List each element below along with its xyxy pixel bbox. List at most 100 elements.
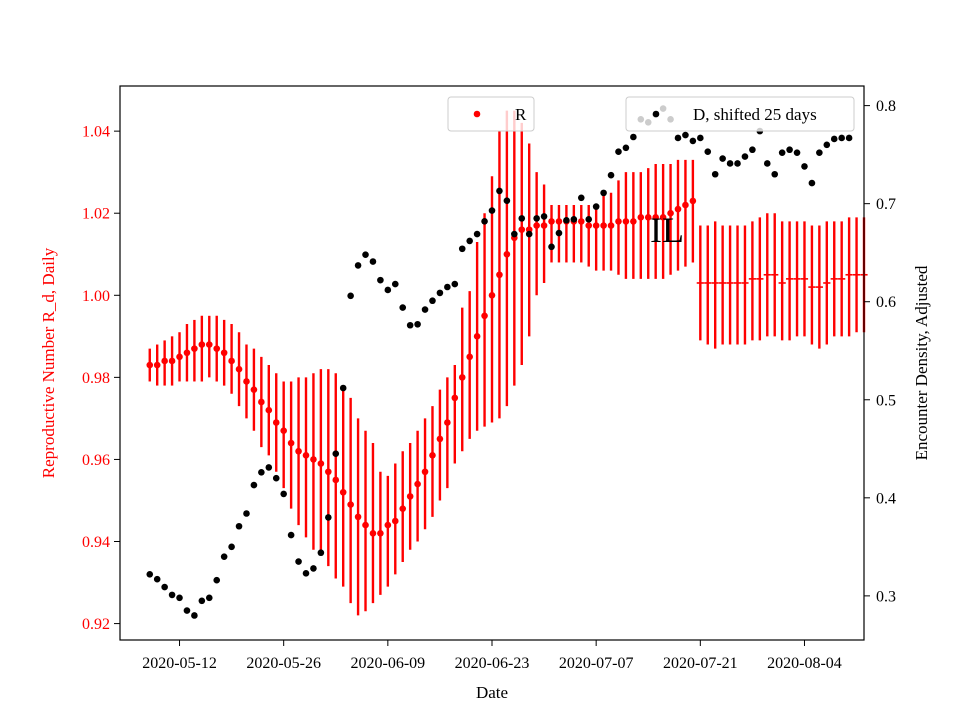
d-point [630, 133, 637, 141]
d-point [600, 189, 607, 197]
x-axis-tick-label: 2020-07-07 [559, 655, 634, 672]
x-axis: 2020-05-12 2020-05-26 2020-06-09 2020-06-23… [142, 640, 842, 672]
d-point [466, 237, 473, 245]
right-axis-tick-label: 0.4 [876, 490, 896, 507]
r-point [682, 201, 689, 209]
d-point [176, 594, 183, 602]
d-point [347, 292, 354, 300]
legend-d-marker [652, 110, 660, 118]
d-point [711, 170, 719, 178]
d-point [816, 149, 823, 156]
legend-r-frame [447, 96, 535, 132]
r-point [228, 357, 235, 365]
r-point [488, 291, 496, 299]
d-point [451, 280, 459, 288]
d-point [689, 137, 697, 145]
r-point [183, 349, 191, 357]
r-point [369, 530, 377, 537]
d-point [540, 213, 548, 220]
d-point [258, 469, 265, 476]
r-point [302, 452, 310, 459]
d-point [391, 280, 399, 288]
d-point [473, 230, 481, 238]
d-point [384, 286, 392, 294]
legend-d: D, shifted 25 days [625, 96, 855, 132]
r-point [153, 361, 161, 369]
d-point [488, 207, 496, 214]
r-point [406, 493, 414, 500]
r-point [347, 501, 354, 508]
r-point [243, 378, 250, 385]
r-point [637, 214, 645, 221]
d-point [577, 194, 585, 202]
d-point [845, 134, 853, 142]
r-point [161, 357, 168, 365]
d-point [622, 144, 630, 152]
r-point [622, 218, 630, 225]
legend-d-frame [625, 96, 855, 132]
d-point [325, 514, 332, 521]
d-point [749, 146, 756, 154]
d-point [726, 160, 734, 167]
d-point [153, 575, 161, 583]
d-point [793, 149, 801, 156]
r-point [421, 468, 429, 476]
d-point [369, 258, 377, 265]
r-point [630, 218, 637, 225]
legend-r: R [447, 96, 535, 132]
r-point [674, 205, 682, 213]
d-point [697, 134, 704, 142]
r-point [384, 521, 392, 529]
d-point [317, 549, 325, 557]
d-point [481, 218, 488, 225]
d-point [287, 531, 295, 539]
d-point [414, 320, 421, 328]
d-point [377, 276, 384, 284]
r-point [399, 505, 407, 512]
right-axis-tick-label: 0.5 [876, 392, 896, 409]
r-point [146, 361, 154, 369]
r-point [191, 345, 198, 352]
right-axis-tick-label: 0.6 [876, 294, 896, 311]
r-point [235, 365, 243, 373]
r-point [168, 357, 176, 365]
d-point [235, 522, 243, 530]
d-point [161, 583, 168, 591]
d-point [830, 135, 838, 143]
d-point [778, 149, 786, 156]
d-point [265, 464, 273, 471]
r-point [577, 218, 585, 225]
d-point [436, 289, 444, 297]
r-point [220, 349, 228, 357]
r-point [607, 222, 615, 229]
r-point [600, 222, 607, 229]
d-point [243, 510, 250, 517]
r-point [555, 218, 563, 225]
r-point [391, 517, 399, 525]
d-point [838, 134, 845, 142]
x-axis-tick-label: 2020-05-12 [142, 655, 217, 672]
d-points [146, 105, 853, 619]
r-point [339, 488, 347, 496]
d-point [399, 304, 407, 311]
r-point [272, 419, 280, 426]
r-point [503, 250, 511, 258]
r-point [689, 197, 697, 205]
d-point [592, 203, 600, 210]
x-axis-tick-label: 2020-06-09 [351, 655, 426, 672]
d-point [555, 229, 563, 237]
r-point [592, 222, 600, 229]
d-point [585, 216, 593, 223]
r-point [377, 530, 384, 537]
d-point [406, 321, 414, 329]
x-axis-tick-label: 2020-08-04 [767, 655, 842, 672]
d-point [607, 171, 615, 179]
legend-d-label: D, shifted 25 days [693, 105, 817, 124]
left-axis: 0.92 0.94 0.96 0.98 1.00 1.02 1.04 [82, 124, 120, 633]
r-point [205, 341, 213, 348]
annotation-label: IL [650, 210, 684, 250]
r-point [198, 341, 206, 348]
d-point [421, 306, 429, 313]
left-axis-tick-label: 0.96 [82, 452, 110, 469]
